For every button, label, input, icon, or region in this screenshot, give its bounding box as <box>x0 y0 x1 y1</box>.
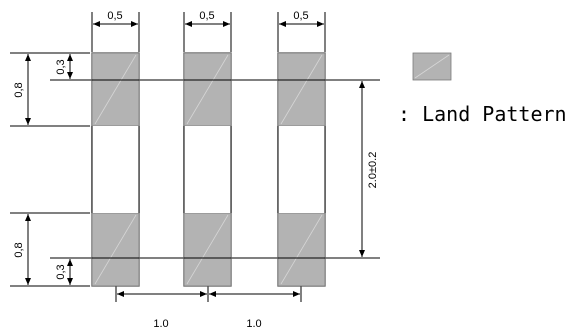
component-body-3 <box>278 126 325 213</box>
legend-label: : Land Pattern <box>398 102 567 126</box>
legend-swatch-highlight <box>414 54 450 79</box>
pad-highlight <box>280 214 323 285</box>
pad-highlight <box>94 54 137 125</box>
dim-label-span: 2.0±0.2 <box>367 152 379 189</box>
component-body-1 <box>92 126 139 213</box>
dim-label-pitch-1: 1.0 <box>153 318 168 330</box>
dim-label-pad-height-bottom: 0,8 <box>13 242 25 257</box>
component-body-2 <box>184 126 231 213</box>
pad-highlight <box>186 54 229 125</box>
dim-label-width-1: 0,5 <box>107 10 122 22</box>
pad-highlight <box>94 214 137 285</box>
dim-label-overlap-top: 0,3 <box>55 59 67 74</box>
pad-highlight <box>280 54 323 125</box>
pad-highlight <box>186 214 229 285</box>
dim-label-pitch-2: 1.0 <box>246 318 261 330</box>
dim-label-overlap-bottom: 0,3 <box>55 264 67 279</box>
dim-label-pad-height-top: 0,8 <box>13 82 25 97</box>
dim-label-width-2: 0,5 <box>199 10 214 22</box>
dim-label-width-3: 0,5 <box>293 10 308 22</box>
